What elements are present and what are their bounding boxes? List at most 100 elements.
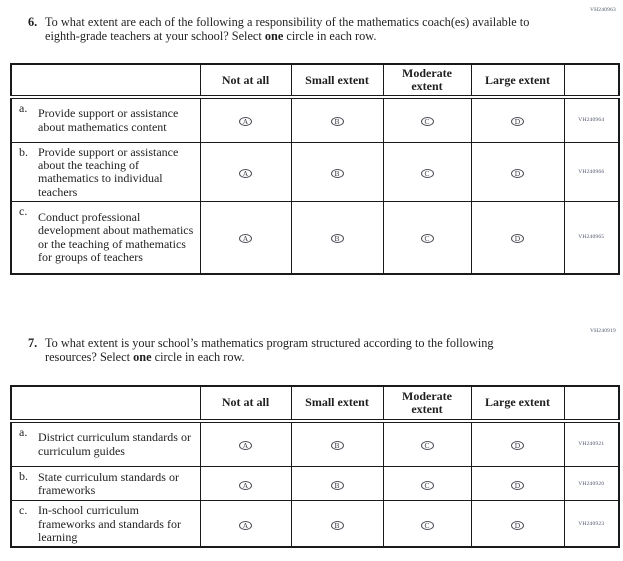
header-empty-cell xyxy=(10,385,201,423)
answer-oval-b[interactable]: B xyxy=(330,168,344,178)
row-code: VH240966 xyxy=(563,141,620,203)
row-label-cell: b. Provide support or assistance about th… xyxy=(10,141,201,203)
answer-oval-a[interactable]: A xyxy=(239,480,252,490)
header-code-cell xyxy=(563,385,620,423)
answer-oval-d[interactable]: D xyxy=(511,168,524,178)
answer-oval-d[interactable]: D xyxy=(511,441,524,451)
answer-oval-c[interactable]: C xyxy=(420,441,434,451)
answer-oval-d[interactable]: D xyxy=(511,520,524,530)
option-cell-moderate-extent: C xyxy=(382,420,472,468)
option-cell-not-at-all: A xyxy=(199,466,292,502)
row-label-text: State curriculum standards or frameworks xyxy=(38,469,179,498)
option-cell-moderate-extent: C xyxy=(382,96,472,143)
row-label-cell: a. Provide support or assistance about ma… xyxy=(10,96,201,143)
option-cell-not-at-all: A xyxy=(199,201,292,275)
option-cell-moderate-extent: C xyxy=(382,500,472,548)
question-6-text-bold: one xyxy=(264,29,284,43)
header-code-cell xyxy=(563,63,620,99)
answer-oval-c[interactable]: C xyxy=(420,520,434,530)
row-label-text: District curriculum standards or curricu… xyxy=(38,430,191,458)
option-cell-small-extent: B xyxy=(290,201,384,275)
row-label-cell: c. Conduct professional development about… xyxy=(10,201,201,275)
answer-oval-c[interactable]: C xyxy=(420,117,434,127)
row-label-text: Provide support or assistance about math… xyxy=(38,106,179,134)
answer-oval-b[interactable]: B xyxy=(330,441,344,451)
question-6-text-pre: To what extent are each of the following… xyxy=(45,15,530,43)
table-row: b. State curriculum standards or framewor… xyxy=(10,466,620,502)
row-letter: b. xyxy=(19,469,28,484)
option-cell-small-extent: B xyxy=(290,96,384,143)
option-cell-large-extent: D xyxy=(470,500,565,548)
option-cell-large-extent: D xyxy=(470,201,565,275)
table-row: a. Provide support or assistance about ma… xyxy=(10,96,620,143)
question-6-code: VH240963 xyxy=(589,7,616,13)
answer-oval-a[interactable]: A xyxy=(239,520,252,530)
answer-oval-b[interactable]: B xyxy=(330,480,344,490)
column-header-large-extent: Large extent xyxy=(470,63,565,99)
question-6-text: To what extent are each of the following… xyxy=(45,15,550,43)
question-6: 6. To what extent are each of the follow… xyxy=(28,15,623,43)
option-cell-not-at-all: A xyxy=(199,500,292,548)
row-label-cell: b. State curriculum standards or framewor… xyxy=(10,466,201,502)
table-header-row: Not at all Small extent Moderate extent … xyxy=(10,385,620,423)
question-7-text: To what extent is your school’s mathemat… xyxy=(45,336,540,364)
row-letter: c. xyxy=(19,204,28,219)
answer-oval-c[interactable]: C xyxy=(420,480,434,490)
answer-oval-d[interactable]: D xyxy=(511,234,524,244)
option-cell-large-extent: D xyxy=(470,96,565,143)
question-6-table: Not at all Small extent Moderate extent … xyxy=(10,63,620,275)
answer-oval-a[interactable]: A xyxy=(239,441,252,451)
row-code: VH240965 xyxy=(563,201,620,275)
table-row: c. Conduct professional development about… xyxy=(10,201,620,275)
question-7: 7. To what extent is your school’s mathe… xyxy=(28,336,623,364)
column-header-not-at-all: Not at all xyxy=(199,63,292,99)
answer-oval-d[interactable]: D xyxy=(511,117,524,127)
option-cell-not-at-all: A xyxy=(199,420,292,468)
table-row: a. District curriculum standards or curri… xyxy=(10,420,620,468)
question-6-text-post: circle in each row. xyxy=(283,29,377,43)
answer-oval-c[interactable]: C xyxy=(420,234,434,244)
option-cell-small-extent: B xyxy=(290,420,384,468)
table-header-row: Not at all Small extent Moderate extent … xyxy=(10,63,620,99)
answer-oval-a[interactable]: A xyxy=(239,234,252,244)
question-7-text-bold: one xyxy=(133,349,152,364)
row-label-cell: c. In-school curriculum frameworks and st… xyxy=(10,500,201,548)
question-7-text-post: circle in each row. xyxy=(151,349,245,364)
row-label-text: Provide support or assistance about the … xyxy=(38,144,179,199)
column-header-small-extent: Small extent xyxy=(290,385,384,423)
option-cell-moderate-extent: C xyxy=(382,201,472,275)
question-7-table: Not at all Small extent Moderate extent … xyxy=(10,384,620,549)
row-label-text: In-school curriculum frameworks and stan… xyxy=(38,503,181,544)
answer-oval-b[interactable]: B xyxy=(330,234,344,244)
answer-oval-a[interactable]: A xyxy=(239,168,252,178)
question-7-text-pre: To what extent is your school’s mathemat… xyxy=(45,335,494,364)
option-cell-small-extent: B xyxy=(290,500,384,548)
option-cell-large-extent: D xyxy=(470,141,565,203)
answer-oval-b[interactable]: B xyxy=(330,520,344,530)
answer-oval-b[interactable]: B xyxy=(330,117,344,127)
row-code: VH240921 xyxy=(563,420,620,468)
option-cell-moderate-extent: C xyxy=(382,141,472,203)
row-code: VH240920 xyxy=(563,466,620,502)
answer-oval-a[interactable]: A xyxy=(239,117,252,127)
row-letter: c. xyxy=(19,503,28,518)
row-letter: a. xyxy=(19,424,28,439)
question-7-number: 7. xyxy=(28,335,38,350)
answer-oval-d[interactable]: D xyxy=(511,480,524,490)
column-header-small-extent: Small extent xyxy=(290,63,384,99)
answer-oval-c[interactable]: C xyxy=(420,168,434,178)
option-cell-not-at-all: A xyxy=(199,141,292,203)
row-letter: b. xyxy=(19,144,28,159)
option-cell-small-extent: B xyxy=(290,466,384,502)
header-empty-cell xyxy=(10,63,201,99)
row-label-text: Conduct professional development about m… xyxy=(38,210,194,265)
column-header-moderate-extent: Moderate extent xyxy=(382,63,472,99)
option-cell-moderate-extent: C xyxy=(382,466,472,502)
row-code: VH240964 xyxy=(563,96,620,143)
table-row: b. Provide support or assistance about th… xyxy=(10,141,620,203)
row-letter: a. xyxy=(19,101,28,115)
question-7-code: VH240919 xyxy=(589,327,616,334)
row-code: VH240923 xyxy=(563,500,620,548)
option-cell-large-extent: D xyxy=(470,420,565,468)
